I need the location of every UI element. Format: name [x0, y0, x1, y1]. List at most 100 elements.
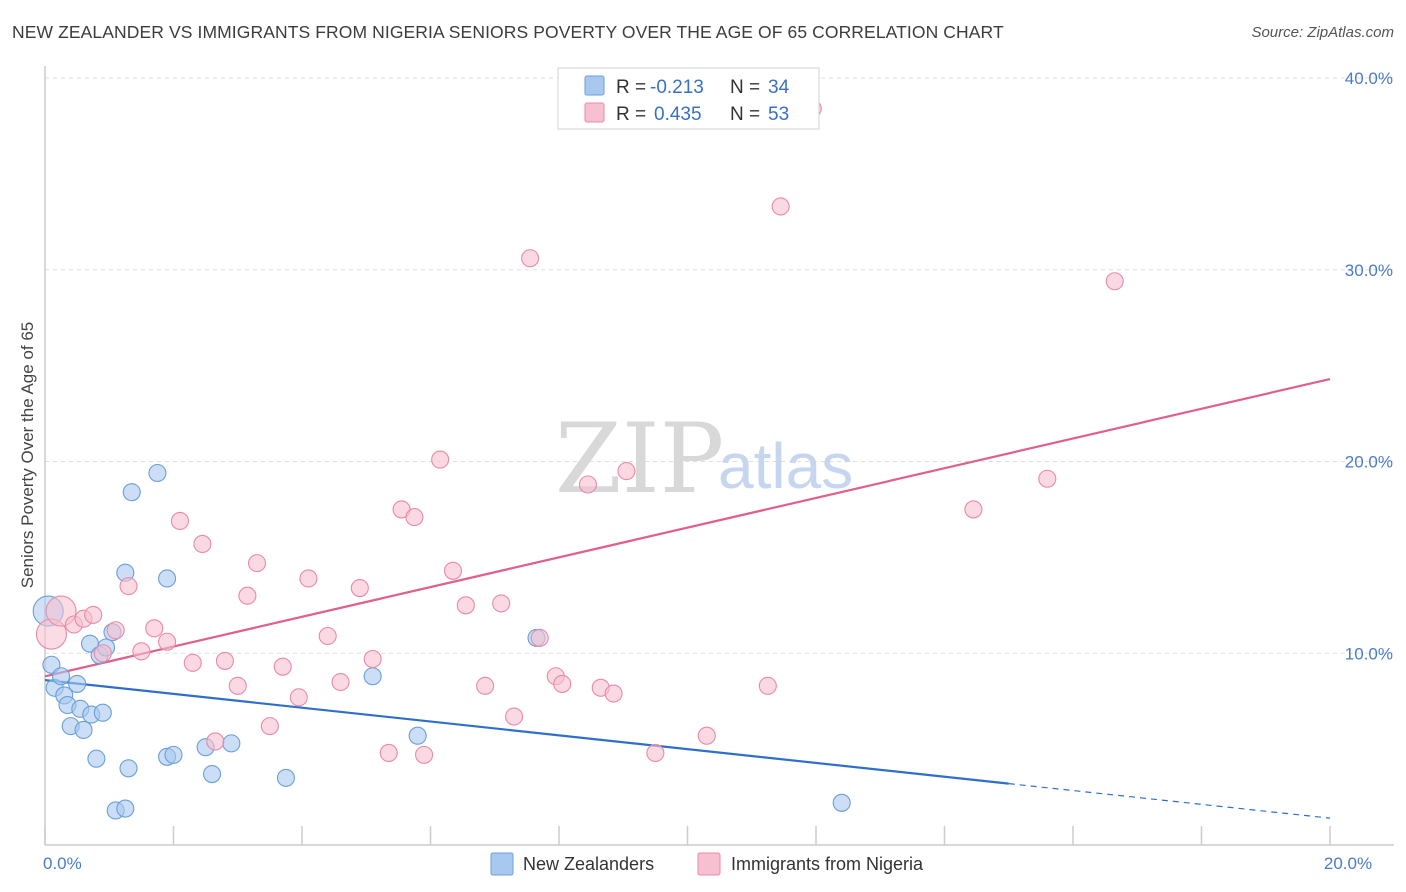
point-1-29: [405, 508, 424, 527]
point-0-24: [148, 463, 167, 483]
stats-legend: R = -0.213 N = 34 R = 0.435 N = 53: [557, 67, 820, 130]
chart-title: NEW ZEALANDER VS IMMIGRANTS FROM NIGERIA…: [12, 22, 1004, 42]
y-tick-label-2: 30.0%: [1345, 261, 1393, 280]
point-0-18: [116, 799, 135, 818]
trend-line-0: [44, 679, 1009, 785]
series-immigrants-from-nigeria: [35, 99, 1124, 764]
point-1-23: [318, 626, 337, 646]
point-1-4: [84, 605, 103, 624]
point-0-19: [119, 759, 138, 778]
point-1-15: [215, 651, 234, 670]
series-legend-swatch-0: [490, 852, 514, 876]
point-1-12: [183, 653, 202, 672]
point-1-45: [646, 743, 665, 763]
point-1-52: [1105, 272, 1124, 291]
point-1-9: [145, 619, 164, 638]
point-1-32: [443, 561, 463, 580]
legend-n-value-1: 53: [768, 104, 789, 125]
point-1-10: [158, 632, 177, 651]
y-axis-title: Seniors Poverty Over the Age of 65: [18, 322, 37, 588]
legend-r-value-1: 0.435: [654, 104, 702, 125]
trend-line-extension-0: [1008, 783, 1331, 819]
point-1-20: [273, 657, 292, 676]
point-1-36: [504, 707, 524, 726]
point-0-7: [68, 674, 87, 693]
point-1-7: [119, 577, 138, 596]
y-tick-label-1: 20.0%: [1345, 453, 1393, 472]
trend-line-1: [44, 377, 1331, 678]
watermark-atlas: atlas: [718, 430, 853, 502]
series-legend-label-0: New Zealanders: [523, 854, 654, 874]
watermark: ZIP atlas: [555, 403, 853, 515]
y-tick-labels: 10.0% 20.0% 30.0% 40.0%: [1345, 69, 1393, 663]
legend-n-value-0: 34: [768, 77, 790, 98]
point-0-14: [93, 703, 112, 722]
point-1-46: [697, 726, 716, 745]
point-1-14: [206, 732, 225, 751]
legend-r-value-0: -0.213: [650, 77, 704, 98]
series-legend-label-1: Immigrants from Nigeria: [731, 854, 924, 874]
point-0-22: [164, 745, 183, 764]
point-0-12: [87, 749, 106, 768]
point-1-35: [492, 594, 511, 613]
legend-r-label-1: R =: [616, 104, 646, 125]
point-1-50: [964, 500, 983, 519]
point-1-40: [553, 674, 572, 693]
legend-n-label-1: N =: [730, 104, 760, 125]
point-1-33: [456, 596, 475, 615]
point-1-24: [331, 672, 350, 692]
point-1-31: [431, 450, 450, 469]
legend-swatch-blue: [584, 75, 605, 96]
point-1-18: [247, 554, 267, 573]
series-legend: New Zealanders Immigrants from Nigeria: [490, 852, 924, 876]
legend-n-label-0: N =: [730, 77, 760, 98]
point-1-25: [350, 579, 369, 598]
point-1-16: [228, 676, 247, 695]
legend-swatch-pink: [584, 102, 605, 123]
point-0-20: [122, 483, 141, 502]
point-1-22: [299, 569, 318, 588]
point-0-33: [832, 793, 851, 812]
point-1-19: [260, 717, 279, 736]
point-0-28: [222, 734, 241, 753]
point-1-27: [379, 743, 398, 763]
y-tick-label-3: 40.0%: [1345, 69, 1393, 88]
point-0-9: [74, 720, 93, 740]
y-tick-label-0: 10.0%: [1345, 644, 1393, 663]
point-1-21: [289, 688, 308, 707]
point-0-23: [158, 569, 177, 588]
point-1-38: [530, 628, 549, 647]
point-1-41: [578, 475, 597, 494]
watermark-zip: ZIP: [555, 403, 724, 515]
point-0-3: [52, 667, 71, 686]
x-tick-labels: 0.0% 20.0%: [43, 854, 1372, 873]
point-1-48: [771, 197, 790, 216]
point-0-27: [203, 765, 222, 784]
point-1-5: [93, 644, 112, 663]
axes: [44, 66, 1394, 846]
legend-r-label-0: R =: [616, 77, 646, 98]
trend-lines: [44, 377, 1331, 819]
point-1-6: [106, 621, 125, 640]
point-1-8: [132, 642, 151, 661]
point-1-44: [617, 462, 636, 481]
point-1-47: [758, 676, 777, 695]
point-1-30: [415, 745, 434, 764]
gridlines: [45, 77, 1394, 654]
point-1-34: [476, 676, 495, 695]
point-1-43: [604, 684, 623, 703]
point-1-37: [521, 249, 540, 268]
point-1-17: [238, 586, 257, 605]
x-tick-label-1: 20.0%: [1324, 854, 1372, 873]
point-0-31: [408, 726, 427, 745]
point-1-11: [170, 511, 189, 530]
point-0-29: [276, 768, 295, 787]
x-tick-label-0: 0.0%: [43, 854, 82, 873]
series-legend-swatch-1: [697, 852, 721, 876]
point-0-30: [363, 667, 382, 686]
source-credit: Source: ZipAtlas.com: [1251, 24, 1394, 41]
point-1-26: [363, 649, 382, 669]
point-1-13: [193, 534, 212, 554]
point-1-51: [1038, 469, 1057, 488]
